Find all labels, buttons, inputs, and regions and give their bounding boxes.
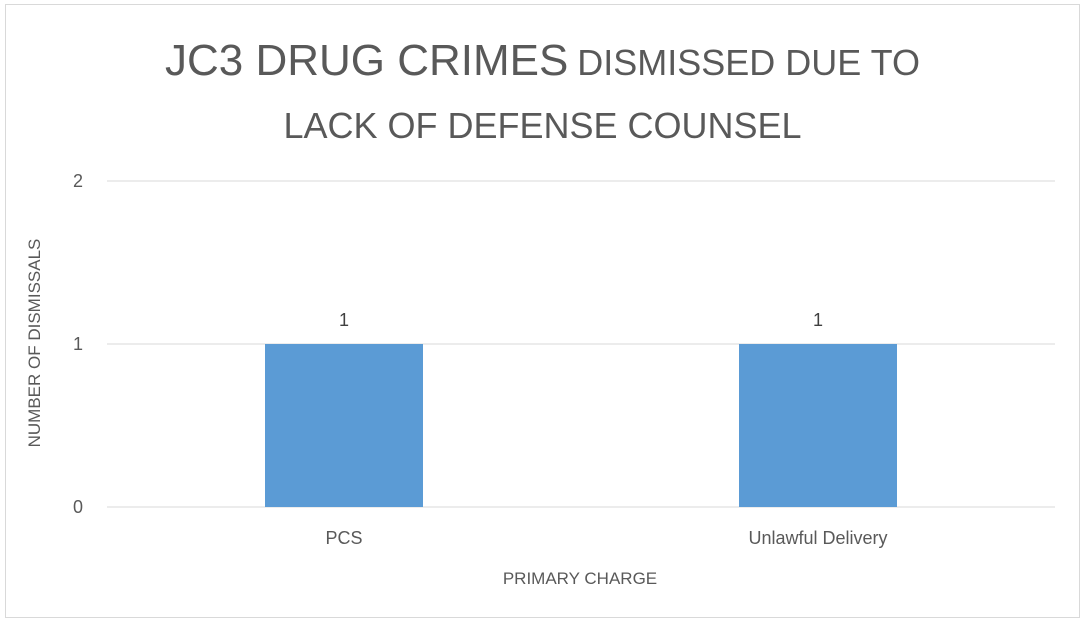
bars xyxy=(265,344,897,507)
labels: 0 1 2 1 PCS 1 Unlawful Delivery xyxy=(73,171,888,548)
data-label-pcs: 1 xyxy=(339,310,349,330)
y-axis-title: NUMBER OF DISMISSALS xyxy=(25,239,44,448)
y-tick-label-2: 2 xyxy=(73,171,83,191)
chart-title: JC3 DRUG CRIMES DISMISSED DUE TO LACK OF… xyxy=(0,30,1085,158)
chart-title-line2: LACK OF DEFENSE COUNSEL xyxy=(283,105,802,146)
data-label-unlawful-delivery: 1 xyxy=(813,310,823,330)
y-tick-label-1: 1 xyxy=(73,334,83,354)
bar-unlawful-delivery xyxy=(739,344,897,507)
bar-pcs xyxy=(265,344,423,507)
chart-title-part1: JC3 DRUG CRIMES xyxy=(164,36,569,85)
x-axis-title: PRIMARY CHARGE xyxy=(503,569,657,588)
x-category-label-unlawful-delivery: Unlawful Delivery xyxy=(748,528,887,548)
x-category-label-pcs: PCS xyxy=(325,528,362,548)
chart-frame xyxy=(5,4,1080,618)
gridlines xyxy=(107,180,1055,508)
y-tick-label-0: 0 xyxy=(73,497,83,517)
chart-title-part2: DISMISSED DUE TO xyxy=(577,42,920,83)
